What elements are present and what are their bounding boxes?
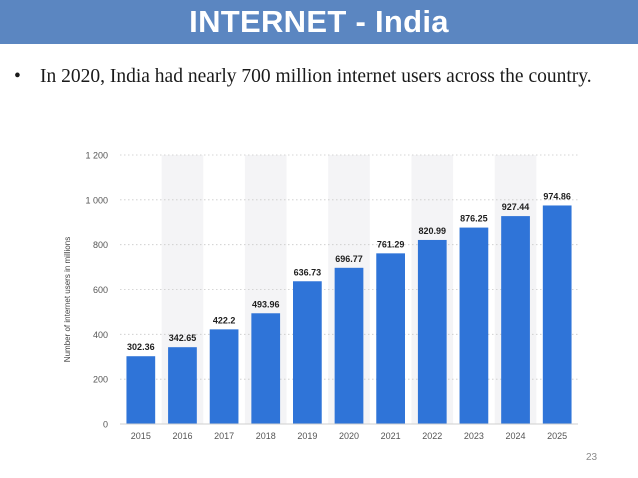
data-label: 302.36 [127, 342, 155, 352]
slide-number: 23 [586, 452, 598, 463]
x-tick-label: 2015 [131, 431, 151, 441]
bar [126, 356, 156, 424]
y-tick-label: 400 [93, 330, 108, 340]
data-label: 342.65 [169, 333, 197, 343]
bullet-text: In 2020, India had nearly 700 million in… [40, 66, 592, 87]
x-tick-label: 2023 [464, 431, 484, 441]
bar [251, 313, 281, 424]
bar [334, 267, 364, 424]
slide-title: INTERNET - India [189, 4, 449, 39]
bar [376, 253, 406, 424]
bar [168, 347, 197, 424]
data-label: 636.73 [294, 267, 322, 277]
y-tick-label: 200 [93, 375, 108, 385]
bar [501, 216, 530, 424]
chart-svg: 0 200 400 600 800 1 000 1 200 Number of interne… [63, 151, 578, 441]
title-bar: INTERNET - India [0, 0, 638, 44]
data-label: 422.2 [213, 315, 236, 325]
x-tick-label: 2025 [547, 431, 567, 441]
x-tick-label: 2022 [422, 431, 442, 441]
bullet-point: • In 2020, India had nearly 700 million … [14, 64, 618, 90]
data-label: 820.99 [419, 226, 447, 236]
bullet-symbol: • [14, 66, 21, 87]
x-tick-label: 2018 [256, 431, 276, 441]
x-tick-label: 2019 [297, 431, 317, 441]
data-label: 974.86 [543, 191, 571, 201]
x-tick-label: 2017 [214, 431, 234, 441]
x-tick-label: 2021 [381, 431, 401, 441]
bar [292, 281, 322, 424]
bar [459, 227, 489, 424]
y-tick-label: 600 [93, 285, 108, 295]
x-tick-label: 2024 [506, 431, 526, 441]
bar-chart: 0 200 400 600 800 1 000 1 200 Number of interne… [52, 138, 598, 448]
bar [542, 205, 572, 424]
y-tick-label: 1 000 [85, 195, 108, 205]
x-tick-label: 2016 [172, 431, 192, 441]
data-label: 493.96 [252, 299, 280, 309]
x-tick-label: 2020 [339, 431, 359, 441]
data-label: 876.25 [460, 214, 488, 224]
y-tick-label: 0 [103, 420, 108, 430]
bar [417, 239, 447, 424]
data-label: 696.77 [335, 254, 363, 264]
y-tick-label: 800 [93, 240, 108, 250]
y-tick-label: 1 200 [85, 151, 108, 161]
bar [209, 329, 239, 424]
data-label: 761.29 [377, 239, 405, 249]
y-axis-label: Number of internet users in millions [63, 237, 72, 362]
data-label: 927.44 [502, 202, 530, 212]
